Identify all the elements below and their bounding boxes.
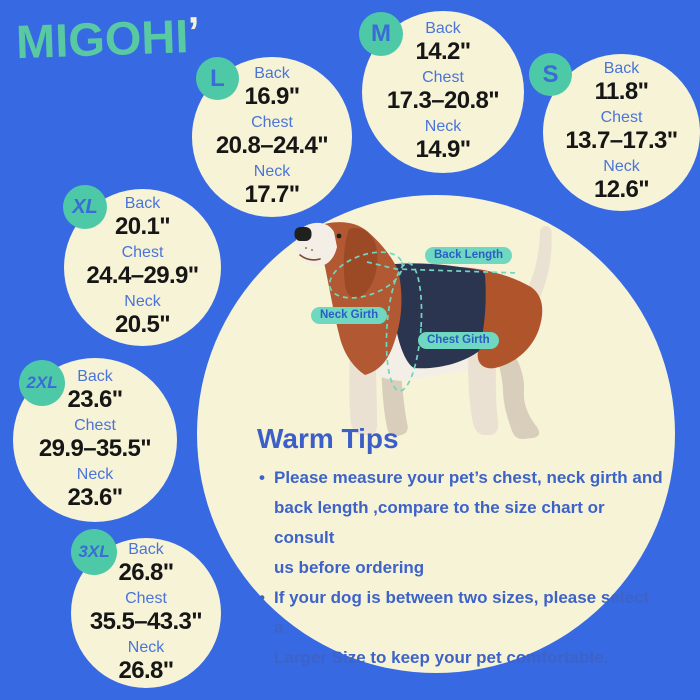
measure-value-chest: 29.9–35.5" [38, 434, 152, 462]
brand-logo-text: MIGOHI [15, 9, 190, 69]
measure-label-back: Back [254, 64, 290, 82]
measure-label-back: Back [425, 19, 461, 37]
measure-label-back: Back [603, 60, 640, 77]
measure-value-chest: 24.4–29.9" [86, 262, 199, 289]
measure-value-neck: 26.8" [118, 656, 174, 684]
dog-nose [294, 227, 312, 241]
size-badge-s: S [529, 53, 572, 96]
dog-whisker-dot [310, 248, 314, 252]
dog-eye [336, 233, 342, 239]
warm-tip-line: Larger Size to keep your pet comfortable… [274, 648, 609, 667]
neck-girth-label: Neck Girth [311, 307, 388, 324]
measure-value-neck: 14.9" [415, 135, 471, 163]
measure-label-neck: Neck [253, 162, 291, 180]
chest-girth-label: Chest Girth [418, 332, 499, 349]
measure-value-chest: 35.5–43.3" [89, 607, 203, 635]
dog-head-neck [315, 222, 402, 375]
warm-tip-line: us before ordering [274, 558, 425, 577]
brand-logo-apostrophe: ’ [187, 7, 201, 56]
dog-illustration [294, 222, 552, 439]
size-badge-l: L [196, 57, 239, 100]
measure-label-back: Back [124, 195, 161, 212]
measure-label-chest: Chest [125, 589, 167, 607]
measure-label-chest: Chest [74, 416, 116, 434]
size-circle-m: Back 14.2" Chest 17.3–20.8" Neck 14.9" [362, 11, 524, 173]
measure-value-back: 11.8" [594, 78, 649, 105]
dog-vest [392, 263, 486, 369]
warm-tip-line: If your dog is between two sizes, please… [274, 588, 650, 637]
measure-label-neck: Neck [603, 158, 640, 175]
measure-label-chest: Chest [251, 113, 293, 131]
measure-label-neck: Neck [76, 465, 114, 483]
warm-tips-title: Warm Tips [257, 423, 399, 454]
warm-tips-section: Warm Tips Please measure your pet’s ches… [257, 423, 663, 673]
measure-label-neck: Neck [127, 638, 165, 656]
measure-value-back: 23.6" [67, 385, 123, 413]
measure-label-chest: Chest [600, 109, 643, 126]
measure-label-neck: Neck [424, 117, 462, 135]
warm-tip-line: Please measure your pet’s chest, neck gi… [274, 468, 663, 487]
measure-label-chest: Chest [121, 244, 164, 261]
size-badge-xl: XL [63, 185, 107, 229]
measure-label-back: Back [77, 367, 113, 385]
central-diagram-circle: Back Length Neck Girth Chest Girth Warm … [197, 195, 675, 673]
measure-value-back: 26.8" [118, 558, 174, 586]
measure-value-neck: 23.6" [67, 483, 123, 511]
warm-tip-line: back length ,compare to the size chart o… [274, 498, 605, 547]
measure-value-neck: 12.6" [593, 176, 650, 203]
measure-label-neck: Neck [124, 293, 161, 310]
size-circle-3xl: Back 26.8" Chest 35.5–43.3" Neck 26.8" [71, 538, 221, 688]
back-length-label: Back Length [425, 247, 513, 264]
size-circle-l: Back 16.9" Chest 20.8–24.4" Neck 17.7" [192, 57, 352, 217]
dog-saddle-patch [439, 266, 543, 369]
size-badge-2xl: 2XL [19, 360, 65, 406]
dog-mouth [299, 254, 321, 261]
measure-label-chest: Chest [422, 68, 464, 86]
measure-value-neck: 20.5" [114, 311, 171, 338]
measurement-dash-back-length [366, 261, 518, 274]
warm-tip-item: Please measure your pet’s chest, neck gi… [257, 463, 663, 583]
measure-value-back: 14.2" [415, 37, 471, 65]
measure-value-back: 20.1" [114, 213, 171, 240]
size-badge-m: M [359, 12, 403, 56]
measure-value-neck: 17.7" [244, 180, 300, 208]
dog-ear [343, 228, 378, 298]
measure-value-chest: 13.7–17.3" [565, 127, 678, 154]
measure-value-chest: 17.3–20.8" [386, 86, 500, 114]
measure-value-chest: 20.8–24.4" [215, 131, 329, 159]
size-circle-s: Back 11.8" Chest 13.7–17.3" Neck 12.6" [543, 54, 700, 211]
brand-logo: MIGOHI’ [15, 7, 201, 69]
measure-value-back: 16.9" [244, 82, 300, 110]
warm-tip-item: If your dog is between two sizes, please… [257, 583, 663, 673]
measure-label-back: Back [128, 540, 164, 558]
size-badge-3xl: 3XL [71, 529, 117, 575]
dog-whisker-dot [304, 246, 308, 250]
